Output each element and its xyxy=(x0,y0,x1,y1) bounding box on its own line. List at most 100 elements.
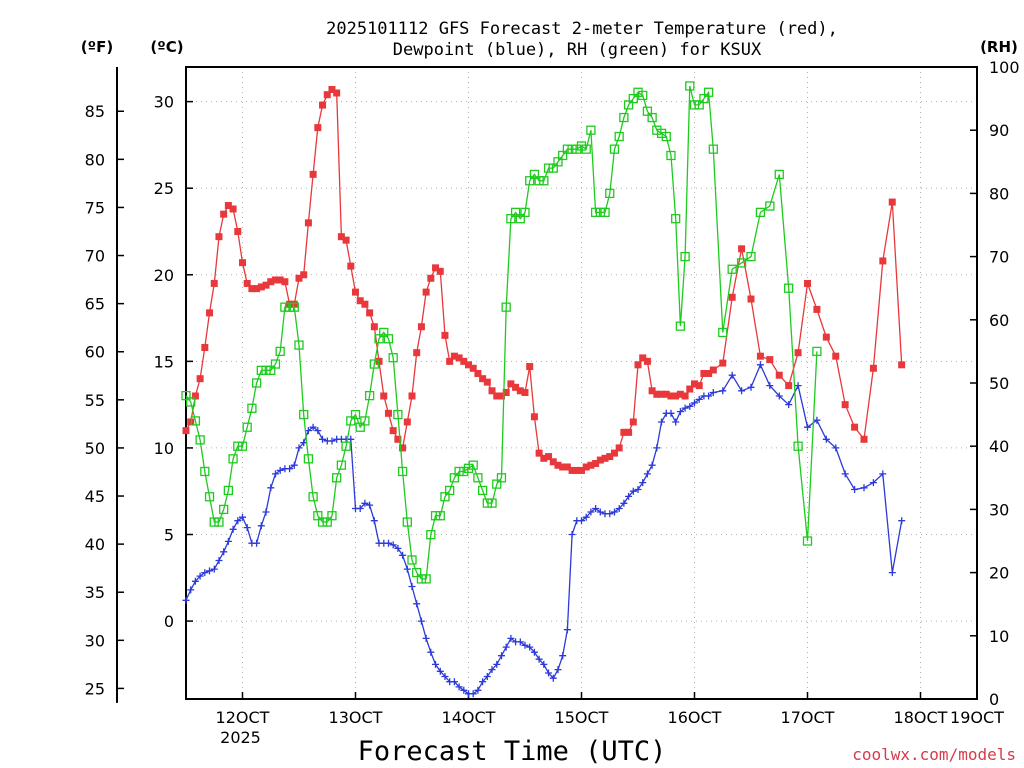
fahrenheit-unit-label: (ºF) xyxy=(81,38,113,56)
fahrenheit-tick-label: 40 xyxy=(85,535,105,554)
rh-point xyxy=(746,251,756,262)
temperature-point xyxy=(705,369,713,377)
temperature-point xyxy=(253,285,261,293)
rh-point xyxy=(308,492,318,502)
dewpoint-line xyxy=(185,363,903,695)
dewpoint-point xyxy=(399,551,407,559)
rh-point xyxy=(473,473,483,483)
temperature-point xyxy=(271,276,279,284)
rh-point xyxy=(567,144,577,154)
temperature-point xyxy=(545,453,553,461)
celsius-tick-label: 30 xyxy=(154,93,174,112)
dewpoint-point xyxy=(728,371,736,379)
dewpoint-point xyxy=(606,510,614,518)
rh-point xyxy=(543,163,554,173)
dewpoint-point xyxy=(869,479,877,487)
dewpoint-point xyxy=(596,508,604,516)
rh-point xyxy=(774,169,784,180)
dewpoint-point xyxy=(366,501,374,509)
rh-point xyxy=(515,214,525,224)
celsius-tick-label: 10 xyxy=(154,439,174,458)
temperature-point xyxy=(286,300,294,308)
rh-point xyxy=(614,131,624,142)
temperature-point xyxy=(530,413,538,421)
dewpoint-point xyxy=(262,508,270,516)
dewpoint-point xyxy=(427,648,435,656)
temperature-point xyxy=(625,428,633,436)
dewpoint-point xyxy=(639,479,647,487)
dewpoint-point xyxy=(300,439,308,447)
rh-point xyxy=(379,327,389,338)
dewpoint-point xyxy=(389,541,397,549)
dewpoint-point xyxy=(540,660,548,668)
rh-point xyxy=(270,359,281,369)
rh-point xyxy=(703,87,714,97)
temperature-point xyxy=(234,227,242,235)
dewpoint-point xyxy=(460,686,468,694)
dewpoint-point xyxy=(361,499,369,507)
temperature-point xyxy=(691,380,698,388)
temperature-point xyxy=(554,461,562,469)
dewpoint-point xyxy=(686,402,694,410)
temperature-point xyxy=(898,361,906,369)
rh-point xyxy=(671,214,681,224)
dewpoint-point xyxy=(888,569,896,577)
rh-point xyxy=(529,169,540,180)
celsius-tick-label: 15 xyxy=(154,352,174,371)
x-tick-label: 14OCT xyxy=(442,708,496,727)
temperature-point xyxy=(535,449,543,457)
rh-point xyxy=(576,141,587,151)
rh-tick-label: 30 xyxy=(989,500,1009,519)
dewpoint-point xyxy=(483,673,491,680)
dewpoint-point xyxy=(775,392,783,400)
rh-point xyxy=(219,504,229,515)
temperature-point xyxy=(427,274,435,282)
x-tick-sublabel: 2025 xyxy=(220,728,261,747)
temperature-point xyxy=(267,278,275,286)
temperature-point xyxy=(540,454,548,462)
dewpoint-point xyxy=(385,539,392,547)
x-tick-label: 13OCT xyxy=(329,708,383,727)
dewpoint-point xyxy=(526,643,534,651)
temperature-point xyxy=(841,401,849,409)
temperature-point xyxy=(610,449,618,457)
celsius-tick-label: 25 xyxy=(154,179,174,198)
temperature-point xyxy=(775,371,783,379)
rh-point xyxy=(628,93,638,104)
dewpoint-point xyxy=(191,577,199,585)
dewpoint-point xyxy=(634,486,642,493)
axes xyxy=(116,66,978,703)
dewpoint-point xyxy=(705,392,713,400)
rh-point xyxy=(313,511,323,521)
temperature-point xyxy=(422,288,430,296)
rh-point xyxy=(322,517,332,527)
rh-point xyxy=(553,157,563,167)
dewpoint-point xyxy=(822,435,830,443)
dewpoint-point xyxy=(643,470,651,478)
dewpoint-point xyxy=(304,427,312,435)
temperature-point xyxy=(436,267,444,275)
temperature-point xyxy=(648,387,656,395)
rh-point xyxy=(251,378,262,388)
rh-point xyxy=(666,150,676,161)
dewpoint-point xyxy=(187,586,195,594)
rh-point xyxy=(675,321,686,331)
rh-point xyxy=(289,302,299,312)
dewpoint-point xyxy=(615,505,623,512)
dewpoint-point xyxy=(450,678,458,686)
temperature-point xyxy=(352,288,359,296)
rh-point xyxy=(449,473,460,483)
temperature-point xyxy=(813,305,821,313)
temperature-point xyxy=(629,418,637,426)
rh-point xyxy=(765,201,775,211)
temperature-point xyxy=(832,352,840,360)
temperature-point xyxy=(516,387,524,395)
gridlines xyxy=(186,67,978,699)
fahrenheit-tick-label: 25 xyxy=(85,679,105,698)
rh-point xyxy=(369,359,379,369)
rh-point xyxy=(190,416,201,426)
rh-point xyxy=(623,100,634,110)
temperature-point xyxy=(413,349,421,357)
dewpoint-point xyxy=(474,686,482,694)
dewpoint-point xyxy=(394,544,402,552)
